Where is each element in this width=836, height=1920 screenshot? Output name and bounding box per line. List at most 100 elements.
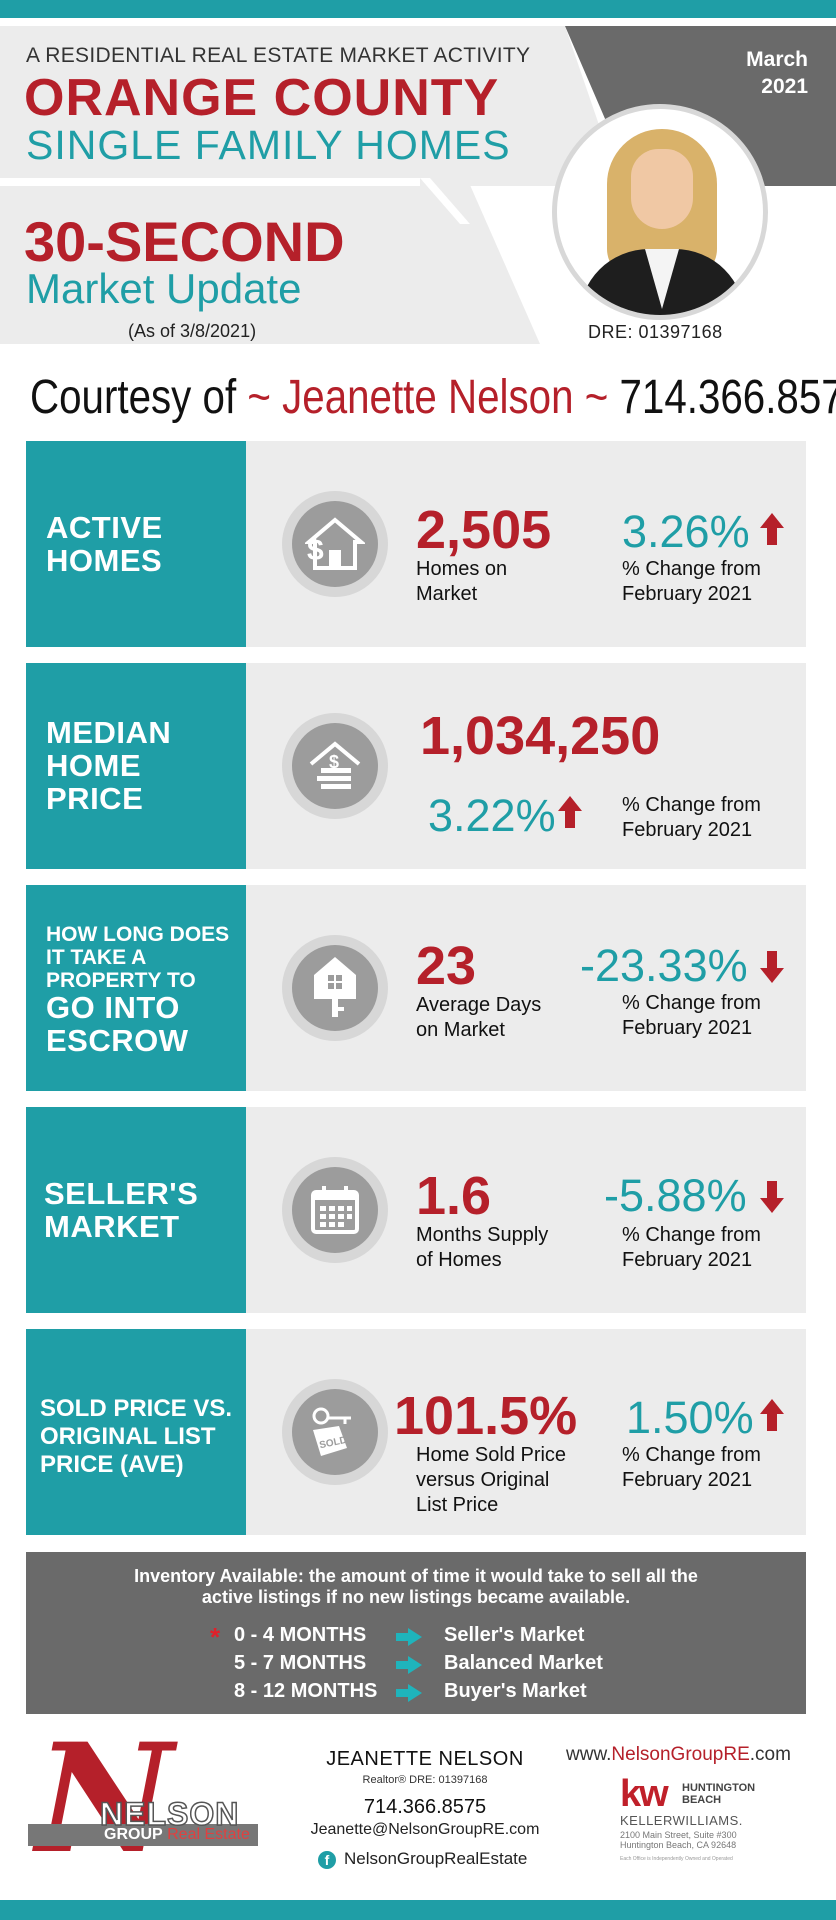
nelson-group-logo-monogram: N [36, 1711, 174, 1887]
header-subtitle: A RESIDENTIAL REAL ESTATE MARKET ACTIVIT… [26, 44, 531, 67]
arrow-down-icon [760, 951, 784, 983]
footer-website[interactable]: www.NelsonGroupRE.com [566, 1744, 791, 1766]
as-of-date: (As of 3/8/2021) [128, 321, 257, 341]
stat-change: 1.50% [626, 1392, 754, 1443]
footer-facebook[interactable]: NelsonGroupRealEstate [344, 1849, 528, 1868]
inventory-row: 8 - 12 MONTHS Buyer's Market [26, 1680, 806, 1706]
stat-change: -23.33% [580, 940, 748, 991]
header-title: ORANGE COUNTY [24, 69, 500, 127]
stat-change-desc: % Change from February 2021 [622, 557, 761, 607]
logo-real-estate: Real Estate [167, 1826, 250, 1843]
stat-value-desc-line3: List Price [416, 1494, 499, 1516]
stat-row-sellers-market: SELLER'S MARKET 1.6 Months Supply of Hom… [26, 1107, 806, 1313]
bottom-accent-bar [0, 1900, 836, 1920]
stat-row-escrow: HOW LONG DOES IT TAKE A PROPERTY TO GO I… [26, 885, 806, 1091]
kw-brand: KELLERWILLIAMS. [620, 1813, 743, 1828]
house-key-icon [282, 935, 388, 1041]
stat-label: SELLER'S MARKET [44, 1176, 199, 1244]
stat-change-desc-line1: % Change from [622, 1224, 761, 1246]
inventory-market: Seller's Market [444, 1624, 585, 1646]
stat-value: 23 [416, 936, 477, 996]
kw-address: 2100 Main Street, Suite #300 Huntington … [620, 1830, 737, 1850]
stat-value-desc-line2: on Market [416, 1019, 505, 1041]
arrow-up-icon [760, 513, 784, 545]
stat-row-median-price: MEDIAN HOME PRICE $ 1,034,250 3.22% % Ch… [26, 663, 806, 869]
stat-label: MEDIAN HOME PRICE [46, 715, 172, 816]
stat-value-desc-line1: Home Sold Price [416, 1444, 567, 1466]
stat-value-desc-line1: Months Supply [416, 1224, 549, 1246]
arrow-right-icon [396, 1656, 424, 1674]
stat-value-desc-line2: Market [416, 583, 478, 605]
courtesy-line: Courtesy of ~ Jeanette Nelson ~ 714.366.… [30, 366, 836, 430]
arrow-right-icon [396, 1628, 424, 1646]
stat-value-desc: Homes on Market [416, 557, 507, 607]
update-title: 30-SECOND [24, 210, 345, 273]
stat-value-desc: Average Days on Market [416, 993, 541, 1043]
stat-label: SOLD PRICE VS. ORIGINAL LIST PRICE (AVE) [40, 1395, 233, 1478]
arrow-down-icon [760, 1181, 784, 1213]
stat-label-box: SOLD PRICE VS. ORIGINAL LIST PRICE (AVE) [26, 1329, 246, 1535]
inventory-title: Inventory Available: the amount of time … [26, 1566, 806, 1608]
svg-text:$: $ [329, 752, 339, 772]
arrow-up-icon [760, 1399, 784, 1431]
house-dollar-icon: $ [282, 491, 388, 597]
logo-group: GROUP [104, 1826, 163, 1843]
courtesy-agent-name: ~ Jeanette Nelson ~ [247, 371, 609, 424]
stat-label-box: SELLER'S MARKET [26, 1107, 246, 1313]
stat-value-desc-line2: of Homes [416, 1249, 502, 1271]
stat-label-box: HOW LONG DOES IT TAKE A PROPERTY TO GO I… [26, 885, 246, 1091]
stat-change-desc-line2: February 2021 [622, 1017, 753, 1039]
stat-label-big: GO INTO ESCROW [46, 990, 189, 1058]
arrow-right-icon [396, 1684, 424, 1702]
logo-band [28, 1824, 258, 1846]
stat-change: 3.26% [622, 506, 750, 557]
stat-change-desc-line1: % Change from [622, 558, 761, 580]
report-month: March [746, 48, 808, 71]
header-title-line2: SINGLE FAMILY HOMES [26, 122, 511, 168]
inventory-row: * 0 - 4 MONTHS Seller's Market [26, 1622, 806, 1652]
stat-label: ACTIVE HOMES [46, 510, 163, 578]
footer-agent-name: JEANETTE NELSON [326, 1748, 524, 1770]
dre-number: DRE: 01397168 [588, 322, 723, 342]
calendar-icon [282, 1157, 388, 1263]
logo-group-text: GROUP Real Estate [104, 1826, 250, 1844]
keller-williams-logo: kw [620, 1773, 669, 1815]
kw-address-line1: 2100 Main Street, Suite #300 [620, 1830, 737, 1840]
asterisk-icon: * [210, 1622, 221, 1652]
stat-change-desc: % Change from February 2021 [622, 793, 761, 843]
arrow-up-icon [558, 796, 582, 828]
svg-text:$: $ [307, 534, 324, 567]
stat-value-desc-line2: versus Original [416, 1469, 550, 1491]
logo-name: NELSON [99, 1795, 240, 1833]
stat-label-small: HOW LONG DOES IT TAKE A PROPERTY TO [46, 923, 230, 992]
inventory-legend: Inventory Available: the amount of time … [26, 1552, 806, 1714]
stat-change-desc-line1: % Change from [622, 992, 761, 1014]
stat-value-desc: Home Sold Price versus Original List Pri… [416, 1443, 566, 1518]
inventory-title-line1: Inventory Available: the amount of time … [134, 1566, 698, 1586]
courtesy-phone: 714.366.8575 [619, 371, 836, 424]
agent-photo [552, 104, 768, 320]
inventory-range: 0 - 4 MONTHS [234, 1624, 367, 1646]
stat-change-desc-line2: February 2021 [622, 583, 753, 605]
stat-change-desc: % Change from February 2021 [622, 991, 761, 1041]
kw-address-line2: Huntington Beach, CA 92648 [620, 1840, 737, 1850]
facebook-icon[interactable]: f [318, 1851, 336, 1869]
footer-email[interactable]: Jeanette@NelsonGroupRE.com [310, 1821, 540, 1838]
report-year: 2021 [761, 75, 808, 98]
website-brand: NelsonGroupRE [611, 1744, 750, 1765]
sold-tag-icon: SOLD [282, 1379, 388, 1485]
update-subtitle: Market Update [26, 265, 302, 312]
stat-value: 1,034,250 [420, 706, 661, 766]
stat-change-desc-line2: February 2021 [622, 819, 753, 841]
stat-label-box: ACTIVE HOMES [26, 441, 246, 647]
inventory-title-line2: active listings if no new listings becam… [201, 1587, 631, 1607]
kw-office-name: HUNTINGTON BEACH [682, 1782, 755, 1806]
stat-row-active-homes: ACTIVE HOMES $ 2,505 Homes on Market 3.2… [26, 441, 806, 647]
stat-value: 1.6 [416, 1166, 492, 1226]
footer-phone[interactable]: 714.366.8575 [363, 1796, 487, 1818]
kw-office-line2: BEACH [682, 1794, 722, 1806]
inventory-market: Balanced Market [444, 1652, 603, 1674]
stat-value: 2,505 [416, 500, 552, 560]
website-prefix: www. [566, 1744, 612, 1765]
stat-change-desc-line1: % Change from [622, 1444, 761, 1466]
